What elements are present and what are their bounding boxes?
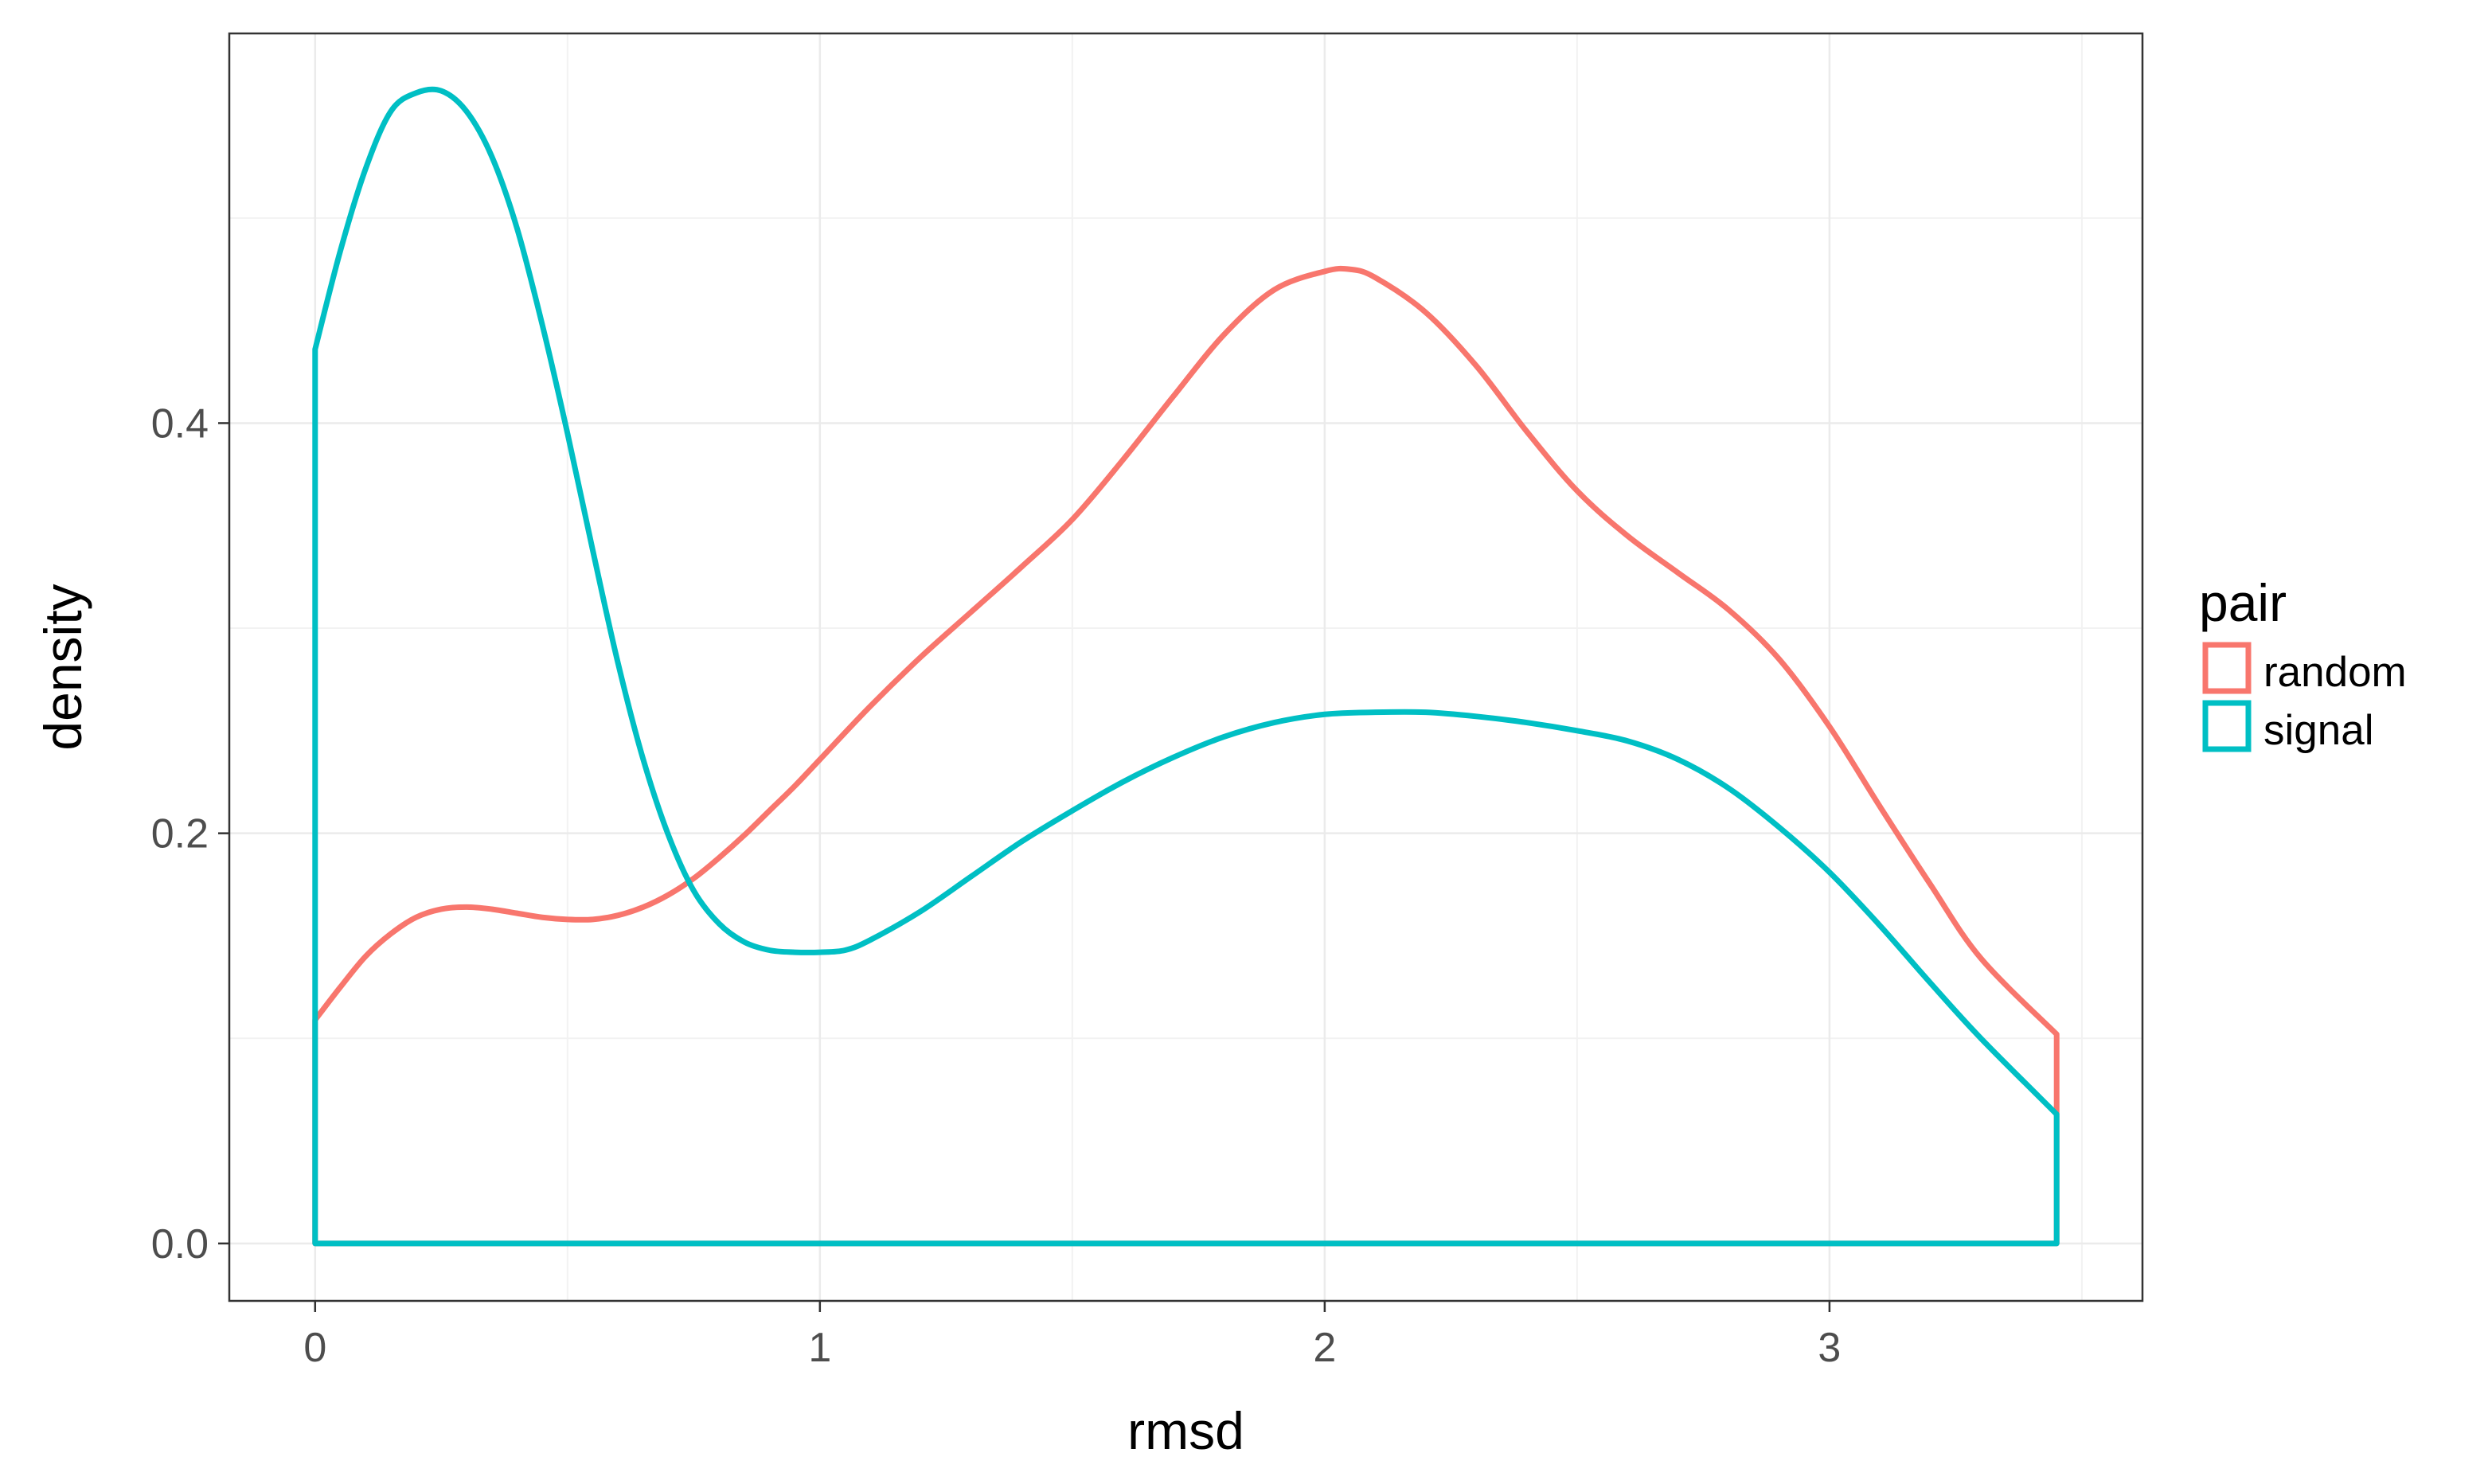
- legend-label-signal: signal: [2263, 707, 2373, 754]
- y-tick-label: 0.4: [151, 400, 209, 447]
- series-layer: [312, 86, 2060, 1247]
- legend-key-random: [2202, 642, 2252, 694]
- x-axis-title: rmsd: [1127, 1401, 1244, 1460]
- tick-layer: 0 1 2 3 0.0 0.2 0.4: [151, 400, 1842, 1371]
- density-curve-random: [312, 265, 2060, 1247]
- y-axis-title: density: [33, 584, 92, 750]
- plot-panel-background: [229, 33, 2142, 1301]
- x-tick-label: 3: [1818, 1325, 1841, 1371]
- plot-panel-border: [228, 32, 2144, 1302]
- x-tick-label: 1: [808, 1325, 831, 1371]
- legend-item-signal: signal: [2202, 700, 2373, 754]
- grid-layer: [229, 33, 2142, 1301]
- legend-item-random: random: [2202, 642, 2407, 696]
- x-tick-label: 0: [303, 1325, 326, 1371]
- y-tick-label: 0.0: [151, 1221, 209, 1267]
- legend-label-random: random: [2263, 649, 2407, 696]
- y-tick-label: 0.2: [151, 811, 209, 857]
- legend-title: pair: [2199, 573, 2287, 632]
- density-curve-signal: [312, 86, 2060, 1247]
- legend: pair random signal: [2199, 573, 2407, 754]
- legend-key-signal: [2202, 700, 2252, 752]
- x-tick-label: 2: [1313, 1325, 1336, 1371]
